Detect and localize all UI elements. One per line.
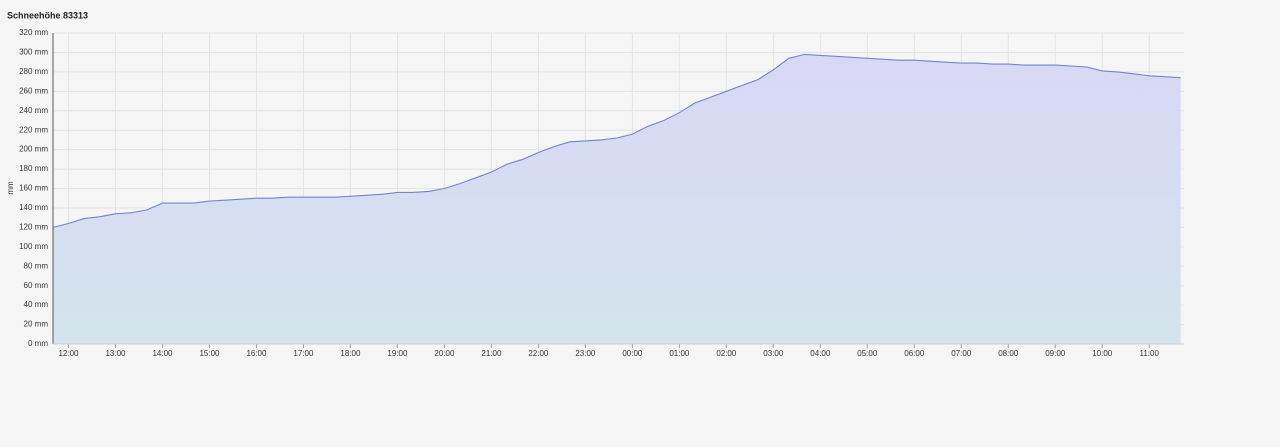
y-tick-label: 140 mm (19, 203, 48, 212)
line (52, 53, 1181, 228)
x-tick-label: 15:00 (199, 349, 220, 358)
x-tick-label: 22:00 (528, 349, 549, 358)
x-tick-label: 23:00 (575, 349, 596, 358)
y-tick-label: 20 mm (24, 320, 49, 329)
x-tick-label: 11:00 (1140, 349, 1160, 358)
y-tick-label: 320 mm (19, 28, 48, 37)
y-tick-label: 40 mm (24, 300, 49, 309)
y-tick-label: 220 mm (19, 125, 48, 134)
x-tick-label: 18:00 (340, 349, 361, 358)
y-tick-label: 280 mm (19, 67, 48, 76)
y-tick-label: 160 mm (19, 184, 48, 193)
x-tick-label: 07:00 (951, 349, 972, 358)
x-tick-label: 12:00 (58, 349, 79, 358)
x-tick-label: 13:00 (105, 349, 126, 358)
x-tick-label: 05:00 (857, 349, 878, 358)
axes: 0 mm 20 mm 40 mm 60 mm 80 mm 100 mm 120 mm 140 … (19, 28, 1184, 358)
y-tick-label: 180 mm (19, 164, 48, 173)
y-tick-label: 260 mm (19, 86, 48, 95)
plot-area (52, 53, 1181, 345)
y-tick-label: 300 mm (19, 48, 48, 57)
y-tick-label: 0 mm (28, 339, 48, 348)
y-axis-title: mm (6, 181, 15, 195)
x-tick-label: 20:00 (434, 349, 455, 358)
y-tick-label: 100 mm (19, 242, 48, 251)
x-tick-label: 14:00 (152, 349, 173, 358)
chart-title: Schneehöhe 83313 (7, 10, 88, 20)
x-tick-label: 19:00 (387, 349, 408, 358)
x-tick-label: 17:00 (293, 349, 314, 358)
x-tick-label: 09:00 (1045, 349, 1066, 358)
area (53, 54, 1181, 345)
x-tick-label: 10:00 (1092, 349, 1113, 358)
y-tick-label: 120 mm (19, 222, 48, 231)
x-tick-label: 04:00 (810, 349, 831, 358)
x-tick-label: 01:00 (669, 349, 690, 358)
x-tick-label: 00:00 (622, 349, 643, 358)
x-tick-label: 03:00 (763, 349, 784, 358)
y-tick-label: 240 mm (19, 106, 48, 115)
x-tick-label: 16:00 (246, 349, 267, 358)
x-tick-label: 06:00 (904, 349, 925, 358)
y-tick-label: 200 mm (19, 145, 48, 154)
x-tick-label: 21:00 (481, 349, 502, 358)
y-tick-label: 60 mm (24, 281, 49, 290)
y-tick-label: 80 mm (24, 261, 49, 270)
x-tick-label: 08:00 (998, 349, 1019, 358)
x-tick-label: 02:00 (716, 349, 737, 358)
